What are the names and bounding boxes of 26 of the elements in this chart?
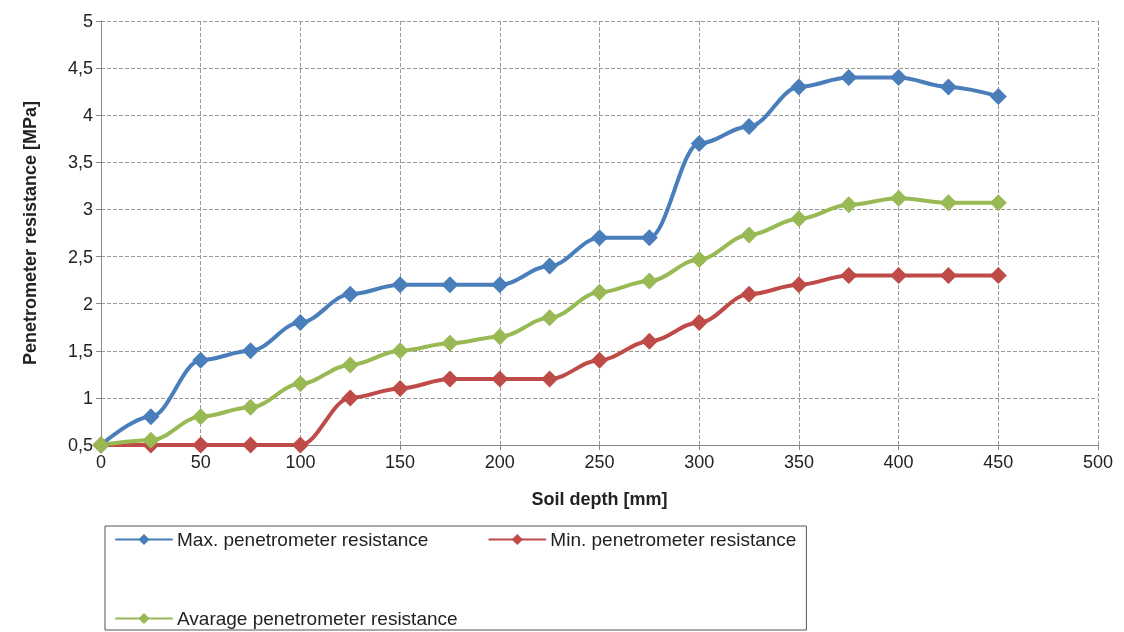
legend-label: Min. penetrometer resistance bbox=[550, 529, 797, 550]
x-tick-label: 0 bbox=[95, 452, 107, 472]
y-axis-title: Penetrometer resistance [MPa] bbox=[20, 100, 40, 366]
legend-label: Max. penetrometer resistance bbox=[177, 529, 429, 550]
x-tick-label: 250 bbox=[584, 452, 615, 472]
x-tick-label: 400 bbox=[883, 452, 914, 472]
x-tick-label: 450 bbox=[983, 452, 1014, 472]
x-tick-label: 150 bbox=[385, 452, 416, 472]
x-tick-label: 100 bbox=[285, 452, 316, 472]
x-axis-title: Soil depth [mm] bbox=[531, 489, 668, 509]
y-tick-label: 1,5 bbox=[67, 340, 93, 361]
y-tick-label: 3 bbox=[82, 199, 93, 220]
y-tick-label: 3,5 bbox=[67, 152, 93, 173]
x-tick-label: 200 bbox=[484, 452, 515, 472]
legend-label: Avarage penetrometer resistance bbox=[177, 608, 458, 629]
y-tick-label: 1 bbox=[82, 387, 93, 408]
x-tick-label: 350 bbox=[783, 452, 814, 472]
y-tick-label: 2,5 bbox=[67, 246, 93, 267]
x-tick-label: 50 bbox=[190, 452, 211, 472]
y-tick-label: 5 bbox=[82, 11, 93, 31]
x-tick-label: 300 bbox=[684, 452, 715, 472]
y-tick-label: 4,5 bbox=[67, 58, 93, 79]
y-tick-label: 0,5 bbox=[67, 435, 93, 455]
y-tick-label: 2 bbox=[82, 293, 93, 314]
y-tick-label: 4 bbox=[82, 105, 93, 126]
x-tick-label: 500 bbox=[1082, 452, 1114, 472]
